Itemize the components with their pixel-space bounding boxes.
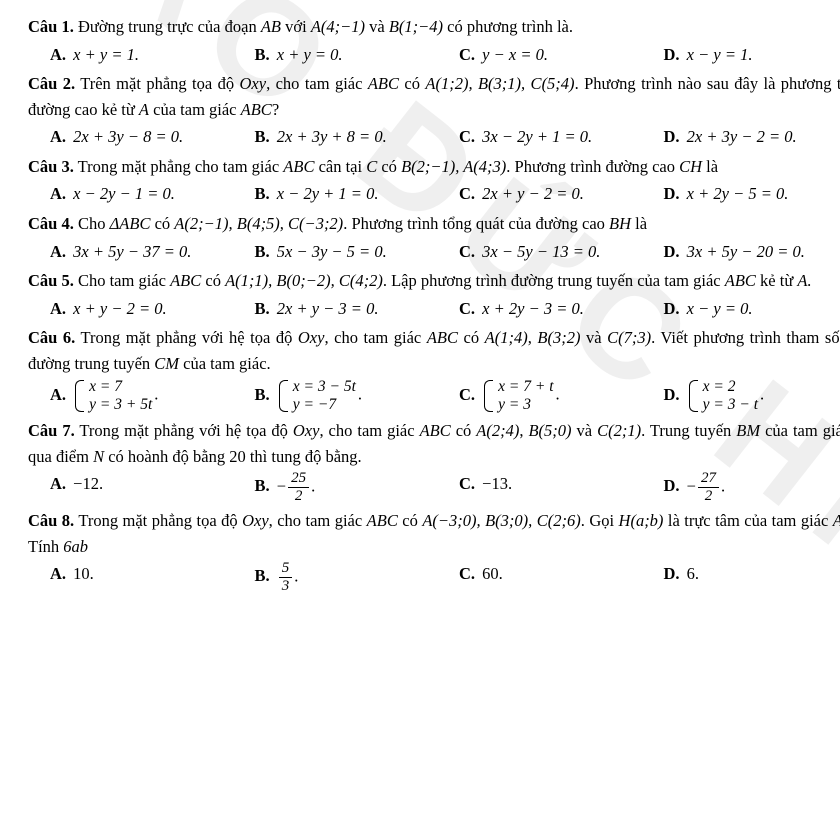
q6-stem: Câu 6. Trong mặt phẳng với hệ tọa độ Oxy… <box>28 325 840 376</box>
q3-choice-c: C. 2x + y − 2 = 0. <box>459 181 664 207</box>
brace-system: x = 2 y = 3 − t <box>687 378 760 414</box>
q1-choice-b: B. x + y = 0. <box>255 42 460 68</box>
q2-stem: Câu 2. Trên mặt phẳng tọa độ Oxy, cho ta… <box>28 71 840 122</box>
q5-choice-b: B. 2x + y − 3 = 0. <box>255 296 460 322</box>
q6-choice-b: B. x = 3 − 5t y = −7 . <box>255 378 460 414</box>
q3-label: Câu 3. <box>28 157 74 176</box>
worksheet-content: Câu 1. Đường trung trực của đoạn AB với … <box>28 14 840 594</box>
q7-choice-a: A. −12. <box>50 471 255 504</box>
q2-choice-c: C. 3x − 2y + 1 = 0. <box>459 124 664 150</box>
q7-stem: Câu 7. Trong mặt phẳng với hệ tọa độ Oxy… <box>28 418 840 469</box>
q6-choice-d: D. x = 2 y = 3 − t . <box>664 378 840 414</box>
q1-choices: A. x + y = 1. B. x + y = 0. C. y − x = 0… <box>28 42 840 68</box>
q4-choice-a: A. 3x + 5y − 37 = 0. <box>50 239 255 265</box>
q8-choice-a: A. 10. <box>50 561 255 594</box>
q7-choices: A. −12. B. −252. C. −13. D. −272. <box>28 471 840 504</box>
q7-choice-c: C. −13. <box>459 471 664 504</box>
q8-choice-c: C. 60. <box>459 561 664 594</box>
q1-stem: Câu 1. Đường trung trực của đoạn AB với … <box>28 14 840 40</box>
q7-label: Câu 7. <box>28 421 75 440</box>
q4-choices: A. 3x + 5y − 37 = 0. B. 5x − 3y − 5 = 0.… <box>28 239 840 265</box>
q2-choice-b: B. 2x + 3y + 8 = 0. <box>255 124 460 150</box>
q8-stem: Câu 8. Trong mặt phẳng tọa độ Oxy, cho t… <box>28 508 840 559</box>
q1-label: Câu 1. <box>28 17 74 36</box>
q1-choice-c: C. y − x = 0. <box>459 42 664 68</box>
fraction: 272 <box>698 471 719 504</box>
brace-system: x = 7 + t y = 3 <box>482 378 555 414</box>
q1-choice-d: D. x − y = 1. <box>664 42 840 68</box>
q6-choice-a: A. x = 7 y = 3 + 5t . <box>50 378 255 414</box>
q5-choice-c: C. x + 2y − 3 = 0. <box>459 296 664 322</box>
q3-choice-b: B. x − 2y + 1 = 0. <box>255 181 460 207</box>
q3-stem: Câu 3. Trong mặt phẳng cho tam giác ABC … <box>28 154 840 180</box>
q7-choice-b: B. −252. <box>255 471 460 504</box>
q2-choice-d: D. 2x + 3y − 2 = 0. <box>664 124 840 150</box>
q5-choices: A. x + y − 2 = 0. B. 2x + y − 3 = 0. C. … <box>28 296 840 322</box>
q5-choice-a: A. x + y − 2 = 0. <box>50 296 255 322</box>
q5-stem: Câu 5. Cho tam giác ABC có A(1;1), B(0;−… <box>28 268 840 294</box>
q2-choices: A. 2x + 3y − 8 = 0. B. 2x + 3y + 8 = 0. … <box>28 124 840 150</box>
q6-choice-c: C. x = 7 + t y = 3 . <box>459 378 664 414</box>
q1-choice-a: A. x + y = 1. <box>50 42 255 68</box>
q8-choice-b: B. 53. <box>255 561 460 594</box>
q5-choice-d: D. x − y = 0. <box>664 296 840 322</box>
q2-label: Câu 2. <box>28 74 75 93</box>
q8-label: Câu 8. <box>28 511 74 530</box>
q4-label: Câu 4. <box>28 214 74 233</box>
q3-choices: A. x − 2y − 1 = 0. B. x − 2y + 1 = 0. C.… <box>28 181 840 207</box>
brace-system: x = 3 − 5t y = −7 <box>277 378 358 414</box>
fraction: 252 <box>288 471 309 504</box>
q4-choice-d: D. 3x + 5y − 20 = 0. <box>664 239 840 265</box>
q6-label: Câu 6. <box>28 328 75 347</box>
q5-label: Câu 5. <box>28 271 74 290</box>
q8-choice-d: D. 6. <box>664 561 840 594</box>
q4-choice-c: C. 3x − 5y − 13 = 0. <box>459 239 664 265</box>
q4-choice-b: B. 5x − 3y − 5 = 0. <box>255 239 460 265</box>
q6-choices: A. x = 7 y = 3 + 5t . B. x = 3 − 5t y = … <box>28 378 840 414</box>
q8-choices: A. 10. B. 53. C. 60. D. 6. <box>28 561 840 594</box>
q7-choice-d: D. −272. <box>664 471 840 504</box>
q2-choice-a: A. 2x + 3y − 8 = 0. <box>50 124 255 150</box>
fraction: 53 <box>279 561 293 594</box>
brace-system: x = 7 y = 3 + 5t <box>73 378 154 414</box>
q3-choice-a: A. x − 2y − 1 = 0. <box>50 181 255 207</box>
q4-stem: Câu 4. Cho ΔABC có A(2;−1), B(4;5), C(−3… <box>28 211 840 237</box>
q3-choice-d: D. x + 2y − 5 = 0. <box>664 181 840 207</box>
